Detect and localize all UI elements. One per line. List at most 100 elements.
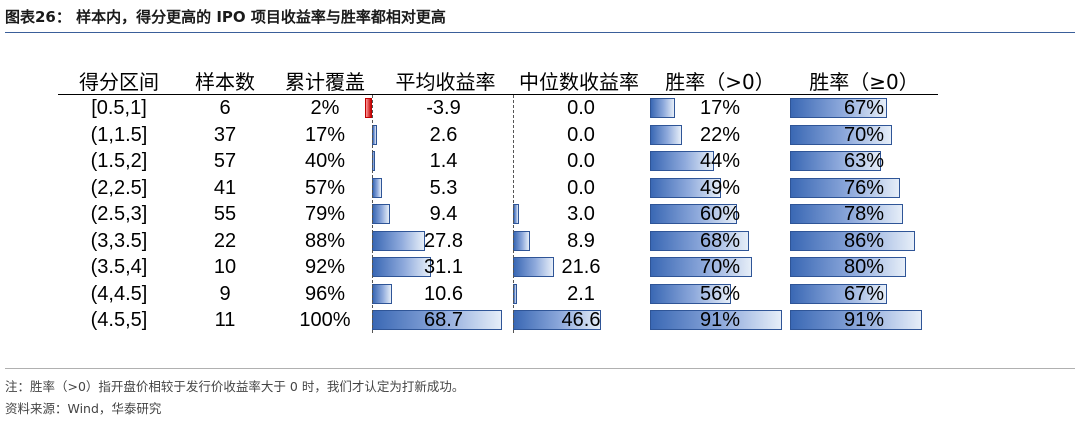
sample-count-cell: 9 [219,282,231,305]
win-rate-ge0-bar [790,151,882,171]
median-return-value: 8.9 [567,229,595,252]
win-rate-ge0-value: 78% [843,203,885,225]
source-note: 资料来源：Wind，华泰研究 [5,401,162,416]
score-range-cell: (4,4.5] [90,282,148,305]
coverage-cell: 2% [310,97,340,119]
coverage-cell: 100% [299,309,351,331]
avg-return-value: 27.8 [424,229,463,252]
score-range-cell: (1.5,2] [90,150,148,172]
table-row: (4,4.5] 9 96% 10.6 2.1 56% 67% [58,281,938,308]
score-range-cell: (3.5,4] [90,256,148,278]
sample-count-cell: 57 [213,150,237,172]
win-rate-gt0-value: 44% [699,150,741,172]
avg-return-value: 5.3 [429,176,458,199]
avg-return-zero-axis [372,95,373,333]
win-rate-gt0-value: 49% [699,176,741,199]
table-row: (2.5,3] 55 79% 9.4 3.0 60% 78% [58,201,938,228]
median-return-value: 2.1 [567,282,595,305]
win-rate-gt0-value: 22% [699,123,741,146]
win-rate-ge0-value: 67% [843,282,885,305]
sample-count-cell: 22 [213,229,237,252]
score-range-cell: (4.5,5] [90,309,148,331]
median-return-value: 0.0 [567,176,595,199]
score-range-cell: (2.5,3] [90,203,148,225]
avg-return-value: 68.7 [424,309,463,331]
median-return-value: 0.0 [567,97,595,119]
header-range: 得分区间 [79,70,159,94]
header-win-gt0: 胜率（>0） [665,70,775,94]
median-return-value: 46.6 [561,309,601,331]
win-rate-ge0-value: 91% [843,309,885,331]
header-median-return: 中位数收益率 [519,70,639,94]
avg-return-value: 10.6 [424,282,463,305]
avg-return-value: 2.6 [429,123,458,146]
table-row: (2,2.5] 41 57% 5.3 0.0 49% 76% [58,175,938,202]
coverage-cell: 92% [304,256,346,278]
win-rate-gt0-bar [650,257,752,277]
score-range-cell: [0.5,1] [91,97,147,119]
avg-return-value: 1.4 [429,150,458,172]
median-return-value: 21.6 [561,256,601,278]
median-return-value: 0.0 [567,123,595,146]
win-rate-ge0-bar [790,283,888,304]
win-rate-ge0-value: 63% [843,150,885,172]
win-rate-gt0-bar [650,230,749,251]
avg-return-value: 31.1 [424,256,463,278]
win-rate-ge0-bar [790,257,906,277]
median-return-value: 0.0 [567,150,595,172]
table-row: (3,3.5] 22 88% 27.8 8.9 68% 86% [58,228,938,255]
table-row: (1.5,2] 57 40% 1.4 0.0 44% 63% [58,148,938,175]
title-rule [5,32,1075,33]
coverage-cell: 57% [304,176,346,199]
table-row: (3.5,4] 10 92% 31.1 21.6 70% 80% [58,254,938,281]
win-rate-gt0-value: 68% [699,229,741,252]
sample-count-cell: 10 [213,256,237,278]
win-rate-ge0-value: 86% [843,229,885,252]
footnote: 注：胜率（>0）指开盘价相较于发行价收益率大于 0 时，我们才认定为打新成功。 [5,379,465,394]
win-rate-ge0-bar [790,98,888,118]
win-rate-gt0-bar [650,310,782,330]
win-rate-ge0-bar [790,124,892,145]
win-rate-gt0-bar [650,177,722,198]
win-rate-ge0-value: 80% [843,256,885,278]
header-count: 样本数 [195,70,255,94]
win-rate-gt0-value: 70% [699,256,741,278]
win-rate-ge0-value: 76% [843,176,885,199]
coverage-cell: 88% [304,229,346,252]
coverage-cell: 96% [304,282,346,305]
win-rate-gt0-bar [650,98,675,118]
median-return-zero-axis [513,95,514,333]
table-row: [0.5,1] 6 2% -3.9 0.0 17% 67% [58,95,938,122]
win-rate-gt0-value: 56% [699,282,741,305]
win-rate-gt0-value: 60% [699,203,741,225]
sample-count-cell: 55 [213,203,237,225]
figure-title: 图表26： 样本内，得分更高的 IPO 项目收益率与胜率都相对更高 [5,8,446,26]
win-rate-gt0-bar [650,283,732,304]
score-range-cell: (2,2.5] [90,176,148,199]
table-row: (4.5,5] 11 100% 68.7 46.6 91% 91% [58,307,938,334]
score-range-cell: (3,3.5] [90,229,148,252]
median-return-value: 3.0 [567,203,595,225]
win-rate-ge0-value: 70% [843,123,885,146]
sample-count-cell: 11 [214,309,236,331]
avg-return-bar [364,98,372,118]
sample-count-cell: 6 [219,97,231,119]
header-rule [58,94,938,95]
avg-return-value: 9.4 [429,203,458,225]
footer-rule [5,368,1075,369]
avg-return-value: -3.9 [426,97,461,119]
win-rate-gt0-value: 91% [699,309,741,331]
table-row: (1,1.5] 37 17% 2.6 0.0 22% 70% [58,122,938,149]
win-rate-ge0-bar [790,177,901,198]
win-rate-gt0-value: 17% [699,97,741,119]
coverage-cell: 17% [304,123,346,146]
win-rate-ge0-value: 67% [843,97,885,119]
header-avg-return: 平均收益率 [395,70,496,94]
win-rate-gt0-bar [650,204,737,224]
sample-count-cell: 41 [213,176,237,199]
header-coverage: 累计覆盖 [285,70,365,94]
win-rate-ge0-bar [790,204,904,224]
sample-count-cell: 37 [213,123,237,146]
win-rate-gt0-bar [650,124,682,145]
score-range-cell: (1,1.5] [90,123,148,146]
